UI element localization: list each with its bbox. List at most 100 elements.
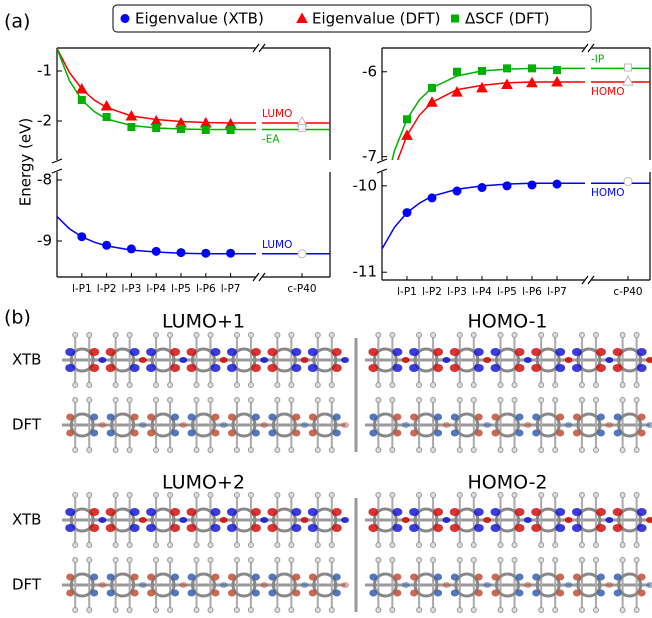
lobe (267, 524, 277, 532)
atom (457, 448, 462, 453)
lobe (475, 414, 483, 421)
lobe (147, 590, 155, 597)
lobe (89, 524, 99, 532)
lobe (491, 348, 501, 356)
lobe (613, 508, 623, 516)
lobe (409, 348, 419, 356)
atom (87, 543, 92, 548)
marker (503, 182, 511, 190)
lobe (333, 430, 341, 437)
atom (289, 383, 294, 388)
atom (168, 333, 173, 338)
atom (512, 558, 517, 563)
atom (87, 398, 92, 403)
atom (620, 608, 625, 613)
lobe (491, 364, 501, 372)
lobe (614, 574, 622, 581)
atom (234, 543, 239, 548)
marker (454, 68, 461, 75)
atom (579, 333, 584, 338)
atom (73, 333, 78, 338)
atom (417, 493, 422, 498)
lobe (251, 348, 261, 356)
marker (403, 209, 411, 217)
atom (113, 448, 118, 453)
lobe (131, 574, 139, 581)
atom (315, 608, 320, 613)
lobe (524, 517, 532, 523)
marker (121, 15, 129, 23)
line-label: -EA (262, 134, 280, 146)
lobe (66, 430, 74, 437)
marker (78, 233, 86, 241)
marker (554, 67, 561, 74)
lobe (309, 590, 317, 597)
lobe (433, 364, 443, 372)
atom (634, 383, 639, 388)
lobe (333, 590, 341, 597)
lobe (492, 430, 500, 437)
x-tick-label: l-P3 (447, 286, 467, 298)
atom (417, 448, 422, 453)
lobe (532, 430, 540, 437)
lobe (434, 590, 442, 597)
atom (113, 493, 118, 498)
lobe (147, 574, 155, 581)
atom (553, 398, 558, 403)
lobe (597, 430, 605, 437)
atom (113, 333, 118, 338)
lobe (516, 574, 524, 581)
marker (502, 79, 512, 88)
lobe (556, 414, 564, 421)
y-tick-label: -1 (37, 62, 52, 80)
lobe (106, 524, 116, 532)
atom (329, 493, 334, 498)
atom (194, 543, 199, 548)
lobe (187, 364, 197, 372)
lobe (475, 590, 483, 597)
lobe (402, 582, 410, 588)
atom (498, 448, 503, 453)
lobe (451, 414, 459, 421)
atom (539, 333, 544, 338)
line-label: LUMO (262, 108, 292, 120)
lobe (260, 582, 268, 588)
atom (234, 493, 239, 498)
lobe (179, 422, 187, 428)
lobe (188, 414, 196, 421)
atom (127, 333, 132, 338)
atom (634, 558, 639, 563)
atom (457, 333, 462, 338)
marker (427, 97, 437, 106)
marker (452, 15, 459, 22)
atom (512, 608, 517, 613)
atom (417, 543, 422, 548)
lobe (107, 590, 115, 597)
x-tick-label: l-P2 (97, 283, 117, 295)
atom (471, 448, 476, 453)
x-tick-label: l-P7 (547, 286, 567, 298)
lobe (596, 348, 606, 356)
lobe (211, 348, 221, 356)
lobe (252, 430, 260, 437)
lobe (66, 574, 74, 581)
atom (431, 493, 436, 498)
atom (234, 558, 239, 563)
lobe (524, 582, 532, 588)
lobe (596, 508, 606, 516)
atom (471, 608, 476, 613)
lobe (211, 524, 221, 532)
y-tick-label: -6 (362, 62, 377, 80)
atom (208, 558, 213, 563)
lobe (107, 574, 115, 581)
atom (234, 333, 239, 338)
lobe (491, 524, 501, 532)
atom (431, 543, 436, 548)
lobe (573, 430, 581, 437)
lobe (596, 524, 606, 532)
lobe (139, 517, 147, 523)
lobe (368, 508, 378, 516)
atom (593, 398, 598, 403)
atom (275, 543, 280, 548)
atom (154, 448, 159, 453)
